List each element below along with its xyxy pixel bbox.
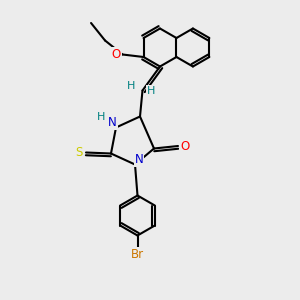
Text: S: S bbox=[75, 146, 83, 159]
Text: H: H bbox=[147, 85, 156, 95]
Text: O: O bbox=[111, 48, 121, 61]
Text: O: O bbox=[180, 140, 190, 152]
Text: Br: Br bbox=[131, 248, 144, 260]
Text: N: N bbox=[135, 153, 143, 166]
Text: H: H bbox=[127, 80, 136, 91]
Text: H: H bbox=[97, 112, 105, 122]
Text: N: N bbox=[108, 116, 117, 129]
